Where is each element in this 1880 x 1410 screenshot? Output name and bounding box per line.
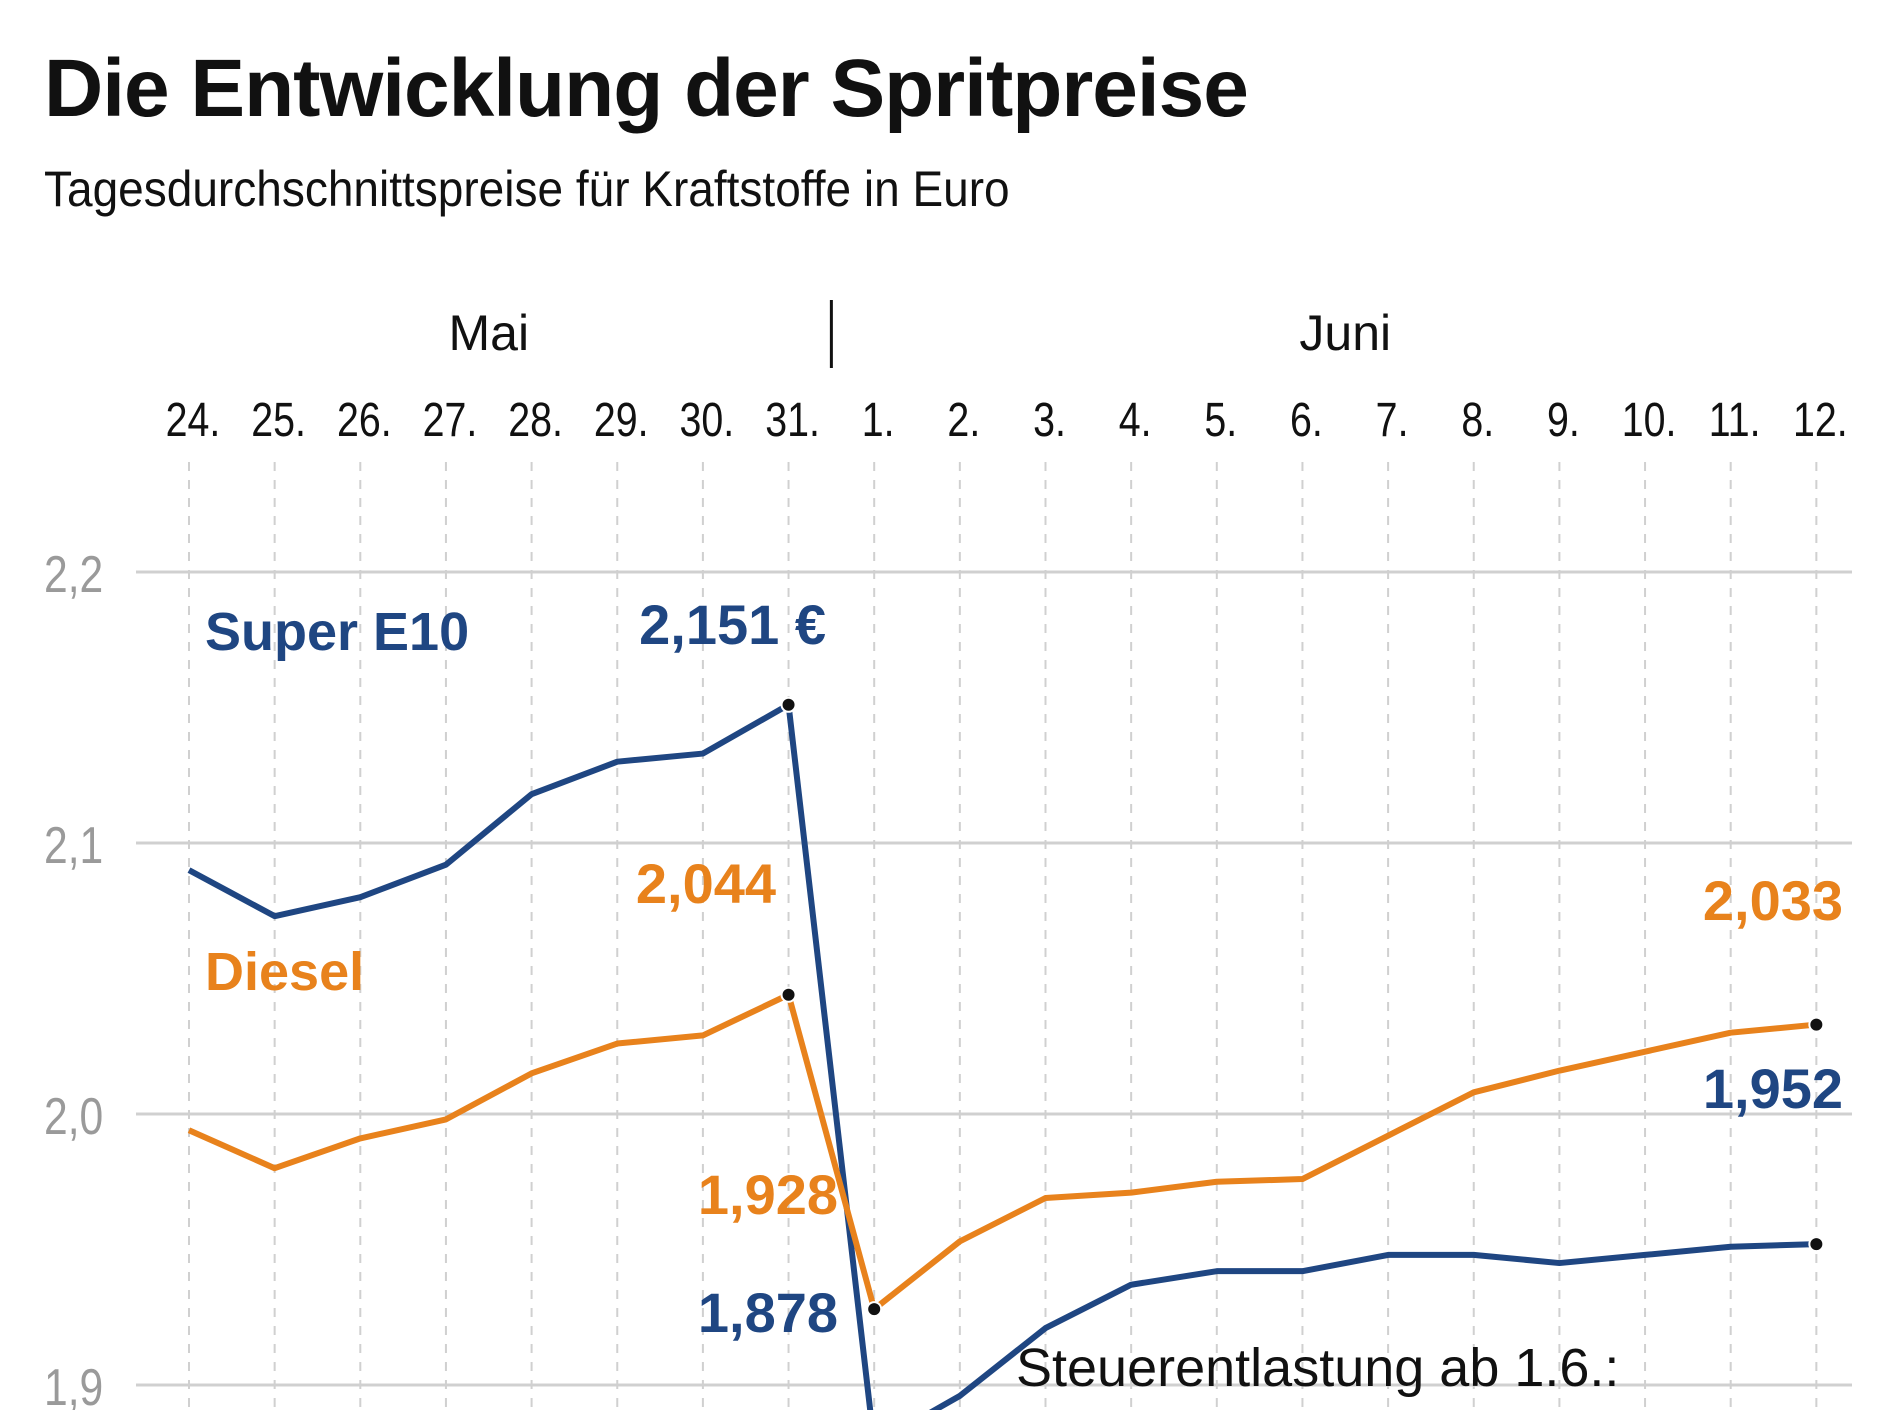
data-label: 1,928 (698, 1163, 838, 1226)
data-point (780, 696, 797, 713)
x-tick-label: 4. (1119, 393, 1152, 447)
y-tick-label: 2,2 (44, 546, 103, 604)
data-point (866, 1301, 883, 1318)
data-label: 2,151 € (639, 593, 826, 656)
data-label: 1,878 (698, 1281, 838, 1344)
chart-title: Die Entwicklung der Spritpreise (44, 43, 1249, 134)
x-tick-label: 5. (1204, 393, 1237, 447)
chart-subtitle: Tagesdurchschnittspreise für Kraftstoffe… (44, 161, 1010, 217)
month-label: Mai (448, 305, 529, 361)
note-text: Steuerentlastung ab 1.6.: (1016, 1338, 1619, 1398)
data-label: 2,033 (1703, 869, 1843, 932)
legend-diesel: Diesel (205, 942, 364, 1002)
x-tick-label: 10. (1622, 393, 1677, 447)
x-tick-label: 7. (1376, 393, 1409, 447)
x-tick-label: 1. (862, 393, 895, 447)
y-tick-label: 2,1 (44, 817, 103, 875)
x-tick-label: 27. (423, 393, 478, 447)
legend-super-e10: Super E10 (205, 602, 469, 662)
data-point (1808, 1016, 1825, 1033)
x-tick-label: 26. (337, 393, 392, 447)
x-tick-label: 25. (251, 393, 306, 447)
x-tick-label: 30. (680, 393, 735, 447)
x-tick-label: 11. (1709, 393, 1761, 447)
x-tick-label: 28. (508, 393, 563, 447)
data-point (1808, 1236, 1825, 1253)
y-tick-label: 2,0 (44, 1088, 103, 1146)
series-line-super-e10 (187, 701, 1817, 1410)
x-tick-label: 12. (1793, 393, 1848, 447)
x-tick-label: 6. (1290, 393, 1323, 447)
x-tick-label: 8. (1461, 393, 1494, 447)
x-tick-label: 29. (594, 393, 649, 447)
x-tick-label: 24. (166, 393, 221, 447)
series-line-diesel (187, 991, 1817, 1313)
x-tick-label: 3. (1033, 393, 1066, 447)
x-tick-label: 31. (765, 393, 820, 447)
y-tick-label: 1,9 (44, 1359, 103, 1410)
x-tick-label: 2. (947, 393, 980, 447)
data-label: 1,952 (1703, 1057, 1843, 1120)
data-label: 2,044 (636, 852, 776, 915)
data-point (780, 986, 797, 1003)
month-label: Juni (1299, 305, 1391, 361)
x-tick-label: 9. (1547, 393, 1580, 447)
